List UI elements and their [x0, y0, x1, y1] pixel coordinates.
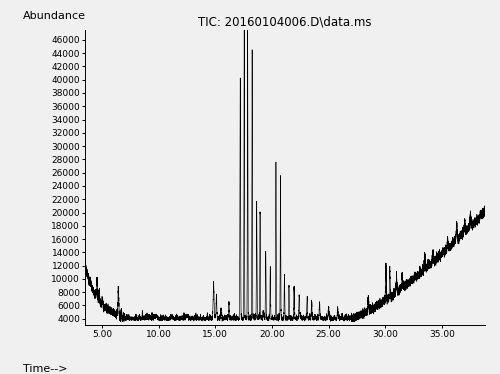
Title: TIC: 20160104006.D\data.ms: TIC: 20160104006.D\data.ms: [198, 16, 372, 29]
Text: Abundance: Abundance: [23, 11, 86, 21]
Text: Time-->: Time-->: [23, 364, 68, 374]
